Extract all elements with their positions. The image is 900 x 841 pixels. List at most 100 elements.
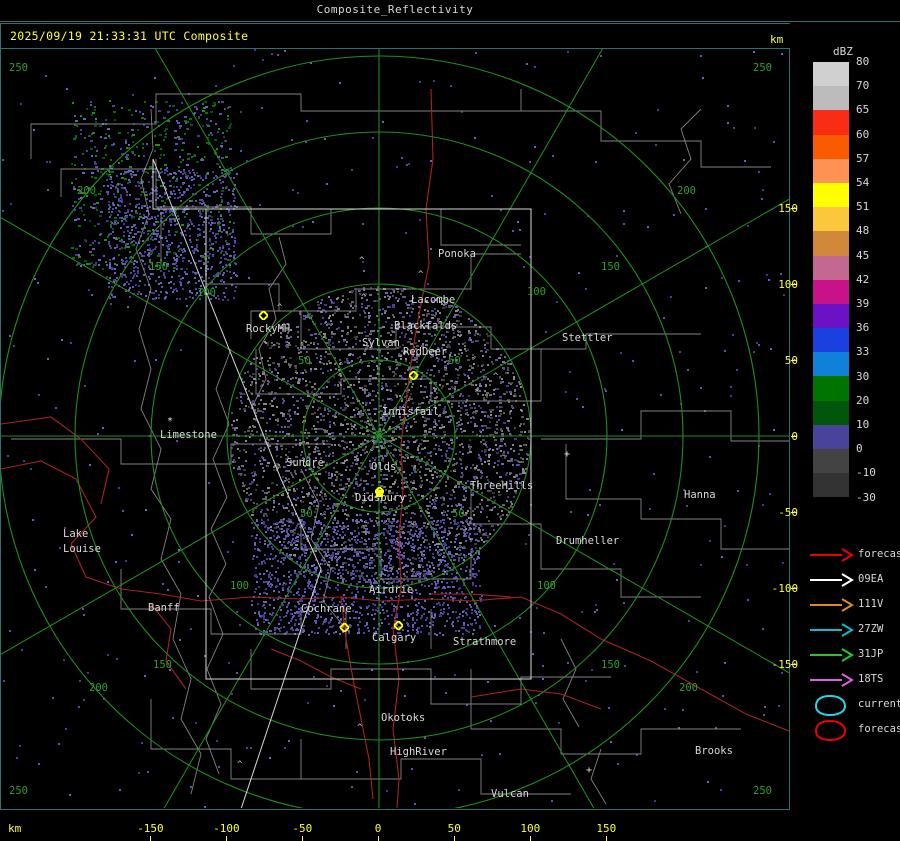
colorbar-swatch (813, 424, 849, 449)
city-label: Sundre (286, 457, 324, 469)
colorbar-title: dBZ (833, 45, 853, 58)
colorbar-tick-label: 42 (856, 272, 870, 286)
map-caret-marker: ^ (493, 372, 499, 382)
legend-arrow-row[interactable]: 09EA (808, 568, 900, 593)
colorbar-tick-label: 30 (856, 369, 870, 383)
map-caret-marker: ^ (277, 303, 283, 313)
legend-arrow-label: 27ZW (858, 623, 884, 635)
colorbar-tick-label: 65 (856, 103, 870, 117)
range-ring-label: 150 (153, 659, 172, 671)
colorbar-swatch (813, 400, 849, 425)
y-axis-tick (791, 664, 797, 665)
reflectivity-colorbar (813, 62, 849, 498)
colorbar-swatch (813, 62, 849, 87)
legend-ellipse-label: current (858, 698, 900, 710)
range-ring-label: 250 (753, 62, 772, 74)
colorbar-swatch (813, 255, 849, 280)
x-axis-tick (378, 836, 379, 841)
map-star-marker: * (474, 387, 481, 398)
x-axis-tick (302, 836, 303, 841)
legend-arrow-label: 09EA (858, 573, 884, 585)
legend-arrow-label: 111V (858, 598, 884, 610)
city-label: Ponoka (438, 248, 476, 260)
track-arrow-icon (808, 618, 854, 643)
colorbar-swatch (813, 207, 849, 232)
range-ring-label: 100 (527, 286, 546, 298)
legend-arrow-row[interactable]: forecast (808, 543, 900, 568)
y-axis-tick (791, 208, 797, 209)
legend-arrow-row[interactable]: 18TS (808, 668, 900, 693)
y-axis-tick (791, 588, 797, 589)
city-label: Okotoks (381, 712, 426, 724)
x-axis-tick-label: -50 (292, 822, 313, 835)
range-ring-label: 250 (9, 62, 28, 74)
colorbar-tick-label: 48 (856, 224, 870, 238)
city-label: Airdrie (369, 584, 414, 596)
colorbar-swatch (813, 182, 849, 208)
legend-ellipse-row[interactable]: forecast (808, 718, 900, 743)
colorbar-tick-label: 39 (856, 297, 870, 310)
x-axis-tick-label: -100 (213, 822, 240, 835)
city-label: Strathmore (453, 636, 517, 648)
city-label: Hanna (684, 489, 716, 501)
colorbar-tick-label: 0 (856, 442, 863, 456)
y-axis-tick (791, 512, 797, 513)
colorbar-tick-label: -30 (856, 490, 876, 504)
page-title: Composite_Reflectivity (316, 3, 474, 16)
map-caret-marker: ^ (357, 723, 363, 733)
track-arrow-icon (808, 668, 854, 693)
range-ring-label: 200 (677, 185, 696, 197)
track-arrow-icon (808, 568, 854, 593)
radar-site-marker[interactable] (407, 365, 420, 382)
x-axis-unit-label: km (8, 822, 22, 835)
city-label: Olds (371, 461, 397, 473)
x-axis-tick-label: -150 (137, 822, 164, 835)
colorbar-tick-label: 80 (856, 55, 870, 68)
colorbar-tick-label: 51 (856, 200, 870, 214)
y-axis-tick (791, 284, 797, 285)
map-caret-marker: ^ (237, 760, 243, 770)
legend-arrow-row[interactable]: 111V (808, 593, 900, 618)
map-star-marker: * (167, 416, 174, 427)
x-axis-tick (606, 836, 607, 841)
legend-arrow-row[interactable]: 31JP (808, 643, 900, 668)
timestamp-bar: 2025/09/19 21:33:31 UTC Composite (0, 23, 790, 49)
radar-site-marker[interactable] (392, 615, 405, 632)
city-label: Calgary (372, 632, 417, 644)
colorbar-swatch (813, 473, 849, 498)
legend-arrow-row[interactable]: 27ZW (808, 618, 900, 643)
city-label: RedDeer (403, 346, 448, 358)
city-label: Didsbury (355, 492, 406, 504)
track-arrow-icon (808, 643, 854, 668)
range-ring-label: 50 (452, 508, 465, 520)
radar-site-marker[interactable] (257, 305, 270, 322)
colorbar-tick-label: 33 (856, 345, 870, 359)
legend-arrow-label: forecast (858, 548, 900, 560)
colorbar-swatch (813, 86, 849, 111)
colorbar-swatch (813, 352, 849, 377)
city-label: RockyMH (246, 323, 291, 335)
colorbar-tick-label: 70 (856, 79, 870, 93)
range-ring-label: 100 (230, 580, 249, 592)
legend-ellipse-row[interactable]: current (808, 693, 900, 718)
colorbar-tick-label: 10 (856, 418, 870, 431)
y-axis-tick-label: -50 (778, 506, 799, 519)
range-ring-label: 50 (298, 355, 311, 367)
range-ring-label: 100 (537, 580, 556, 592)
map-caret-marker: ^ (418, 270, 424, 280)
city-label: Innisfail (382, 406, 439, 418)
city-label: Banff (148, 602, 180, 614)
city-label: Drumheller (556, 535, 620, 547)
map-plus-marker: + (564, 449, 571, 460)
x-axis-tick-label: 50 (447, 822, 461, 835)
radar-map-panel[interactable]: Ponoka Lacombe Blackfalds Sylvan RedDeer Stet… (0, 49, 790, 810)
range-ring-label: 100 (197, 287, 216, 299)
city-label: Stettler (562, 332, 613, 344)
city-label: Lacombe (411, 294, 456, 306)
window-titlebar: Composite_Reflectivity (0, 0, 900, 22)
colorbar-tick-label: 57 (856, 151, 870, 165)
radar-site-marker[interactable] (338, 617, 351, 634)
city-label: Blackfalds (394, 320, 458, 332)
city-label: Lake (63, 528, 89, 540)
